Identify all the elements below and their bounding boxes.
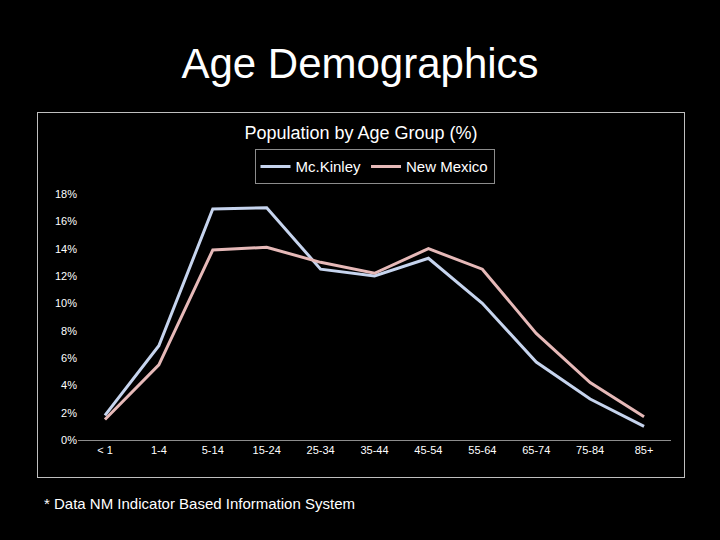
svg-text:Mc.Kinley: Mc.Kinley: [296, 158, 362, 175]
svg-text:16%: 16%: [55, 215, 77, 227]
svg-text:35-44: 35-44: [360, 444, 388, 456]
svg-text:25-34: 25-34: [307, 444, 335, 456]
svg-text:65-74: 65-74: [522, 444, 550, 456]
svg-text:85+: 85+: [635, 444, 654, 456]
svg-text:14%: 14%: [55, 243, 77, 255]
svg-text:10%: 10%: [55, 297, 77, 309]
svg-text:15-24: 15-24: [253, 444, 281, 456]
svg-text:4%: 4%: [61, 379, 77, 391]
svg-text:8%: 8%: [61, 325, 77, 337]
svg-text:18%: 18%: [55, 188, 77, 200]
svg-text:55-64: 55-64: [468, 444, 496, 456]
svg-text:12%: 12%: [55, 270, 77, 282]
svg-text:New Mexico: New Mexico: [406, 158, 488, 175]
html-text:Age Demographics: Age Demographics: [181, 40, 539, 87]
svg-text:2%: 2%: [61, 407, 77, 419]
svg-text:5-14: 5-14: [202, 444, 224, 456]
svg-text:< 1: < 1: [97, 444, 113, 456]
svg-text:75-84: 75-84: [576, 444, 604, 456]
svg-text:1-4: 1-4: [151, 444, 167, 456]
svg-text:0%: 0%: [61, 434, 77, 446]
svg-text:Population by Age Group (%): Population by Age Group (%): [244, 123, 477, 143]
svg-text:45-54: 45-54: [414, 444, 442, 456]
html-text:* Data NM Indicator Based Info: * Data NM Indicator Based Information Sy…: [44, 495, 355, 512]
svg-text:6%: 6%: [61, 352, 77, 364]
